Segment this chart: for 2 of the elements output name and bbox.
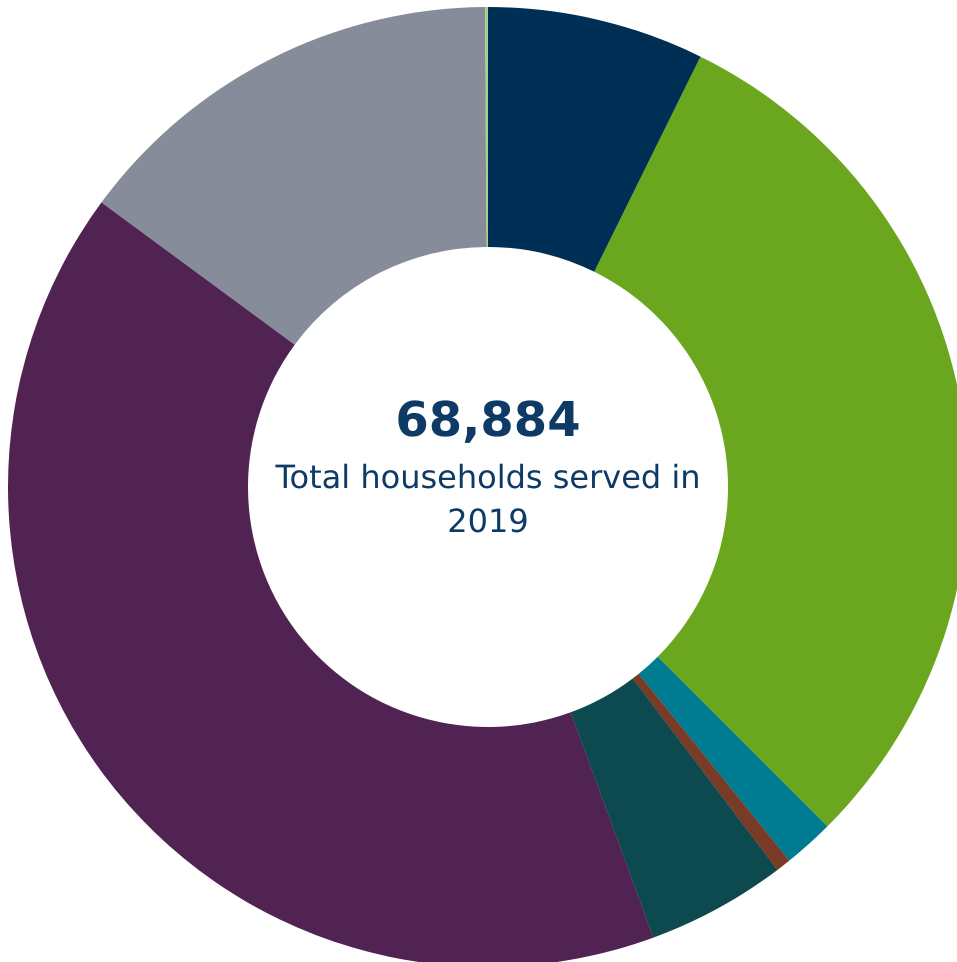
text: Total households served in 2019: [274, 457, 702, 542]
text: 68,884: [394, 391, 582, 450]
